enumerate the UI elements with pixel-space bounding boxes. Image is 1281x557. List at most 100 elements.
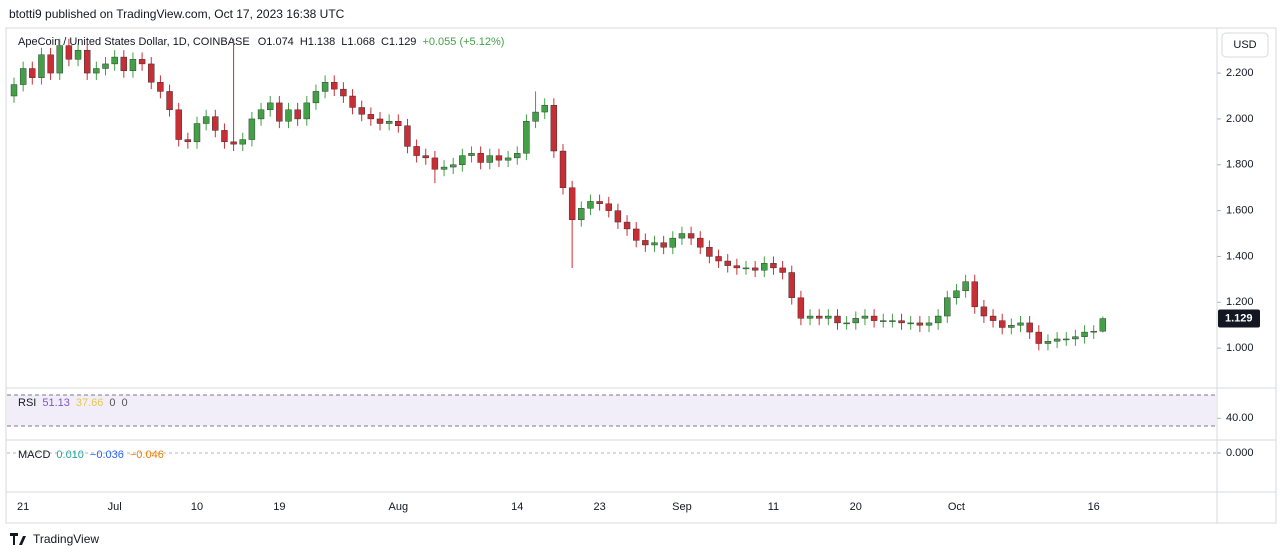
candle-body xyxy=(770,263,777,269)
candle-body xyxy=(642,240,649,246)
last-price-label: 1.129 xyxy=(1225,312,1253,324)
candle-body xyxy=(816,315,823,319)
candle-body xyxy=(312,91,320,104)
candle-body xyxy=(29,68,36,78)
indicator-name: RSI xyxy=(18,397,36,409)
candle-body xyxy=(916,322,924,326)
time-tick-label: 19 xyxy=(273,501,285,513)
candle-body xyxy=(358,107,365,115)
indicator-name: MACD xyxy=(18,449,50,461)
candle-body xyxy=(193,123,201,143)
candle-body xyxy=(276,102,283,122)
candle-body xyxy=(898,320,905,324)
candle-body xyxy=(157,82,164,92)
candle-body xyxy=(1008,325,1015,328)
candle-body xyxy=(38,54,45,78)
candle-body xyxy=(596,201,603,204)
candle-body xyxy=(733,265,741,269)
candle-body xyxy=(779,267,786,273)
candle-body xyxy=(450,164,457,168)
candle-body xyxy=(340,88,347,97)
tradingview-logo xyxy=(10,533,26,545)
price-tick-label: 2.000 xyxy=(1226,113,1254,125)
candle-body xyxy=(568,187,576,220)
candle-body xyxy=(248,118,256,140)
candle-body xyxy=(587,201,594,209)
candle-body xyxy=(459,155,466,165)
candle-body xyxy=(138,59,146,65)
candle-body xyxy=(202,116,210,124)
candle-body xyxy=(742,267,750,270)
candle-body xyxy=(93,68,100,74)
candle-body xyxy=(843,322,850,325)
candle-body xyxy=(999,320,1006,328)
candle-body xyxy=(559,150,567,188)
indicator-reading: 51.13 xyxy=(42,397,70,409)
time-tick-label: 10 xyxy=(191,501,203,513)
candle-body xyxy=(267,102,274,110)
candle-body xyxy=(212,116,219,131)
candle-body xyxy=(925,322,933,326)
candle-body xyxy=(870,315,878,321)
candle-body xyxy=(1099,318,1107,332)
currency-label[interactable]: USD xyxy=(1233,39,1256,51)
time-tick-label: Jul xyxy=(108,501,122,513)
candle-body xyxy=(65,45,73,60)
ohlc-reading: +0.055 (+5.12%) xyxy=(422,36,504,48)
candle-body xyxy=(761,263,768,271)
candle-body xyxy=(834,315,841,324)
candle-body xyxy=(148,63,155,83)
indicator-tick-label: 0.000 xyxy=(1226,447,1254,459)
candle-body xyxy=(367,114,375,120)
candle-body xyxy=(10,84,18,97)
candle-body xyxy=(623,221,631,230)
candle-body xyxy=(706,247,713,257)
candle-body xyxy=(651,242,658,246)
published-note: btotti9 published on TradingView.com, Oc… xyxy=(9,7,345,21)
candle-body xyxy=(907,322,914,325)
time-tick-label: Aug xyxy=(389,501,409,513)
ohlc-reading: O1.074 xyxy=(258,36,294,48)
candle-body xyxy=(989,315,997,321)
candle-body xyxy=(404,125,411,147)
candle-body xyxy=(532,111,539,122)
last-price-tag xyxy=(1218,309,1260,328)
candle-body xyxy=(395,121,402,127)
candle-body xyxy=(660,242,667,248)
candle-body xyxy=(120,56,128,71)
indicator-reading: 0.010 xyxy=(56,449,84,461)
time-tick-label: Oct xyxy=(948,501,965,513)
candle-body xyxy=(751,267,759,271)
candle-body xyxy=(541,104,548,113)
candle-body xyxy=(285,109,292,122)
time-tick-label: 16 xyxy=(1088,501,1100,513)
candle-body xyxy=(102,63,109,69)
currency-button[interactable] xyxy=(1221,32,1269,58)
candle-body xyxy=(614,210,622,223)
rsi-band xyxy=(7,394,1216,427)
candle-body xyxy=(422,155,429,159)
candle-body xyxy=(980,306,988,317)
candle-body xyxy=(166,91,173,110)
candle-body xyxy=(486,155,493,163)
price-tick-label: 1.200 xyxy=(1226,296,1254,308)
candle-body xyxy=(257,109,265,120)
candle-body xyxy=(523,121,530,154)
candle-body xyxy=(221,130,228,143)
candle-body xyxy=(477,153,484,163)
candle-body xyxy=(19,68,27,85)
indicator-tick-label: 40.00 xyxy=(1226,412,1254,424)
candle-body xyxy=(111,56,118,65)
candle-body xyxy=(953,290,960,298)
candle-body xyxy=(605,203,612,211)
candle-body xyxy=(239,139,246,145)
candle-body xyxy=(1017,322,1024,326)
candle-body xyxy=(697,237,704,248)
candle-body xyxy=(56,45,63,74)
candle-body xyxy=(1090,330,1097,333)
candle-body xyxy=(331,82,338,90)
candle-body xyxy=(294,109,301,120)
indicator-reading: −0.036 xyxy=(90,449,124,461)
candle-body xyxy=(715,256,722,262)
candle-body xyxy=(495,155,503,161)
